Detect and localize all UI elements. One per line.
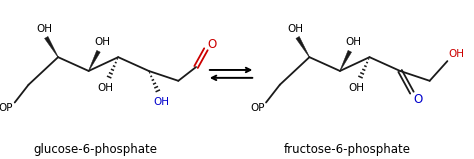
Polygon shape (340, 50, 352, 71)
Text: OP: OP (250, 103, 264, 113)
Text: OH: OH (36, 24, 52, 34)
Text: glucose-6-phosphate: glucose-6-phosphate (34, 143, 157, 156)
Polygon shape (45, 36, 58, 57)
Text: OH: OH (97, 83, 113, 93)
Text: OH: OH (346, 37, 362, 47)
Text: OH: OH (288, 24, 304, 34)
Text: OH: OH (349, 83, 365, 93)
Text: fructose-6-phosphate: fructose-6-phosphate (283, 143, 410, 156)
Polygon shape (89, 50, 100, 71)
Text: O: O (413, 93, 422, 106)
Text: OH: OH (154, 97, 170, 107)
Text: OH: OH (448, 49, 464, 59)
Text: OH: OH (94, 37, 110, 47)
Text: O: O (207, 38, 217, 51)
Polygon shape (296, 36, 310, 57)
Text: OP: OP (0, 103, 13, 113)
